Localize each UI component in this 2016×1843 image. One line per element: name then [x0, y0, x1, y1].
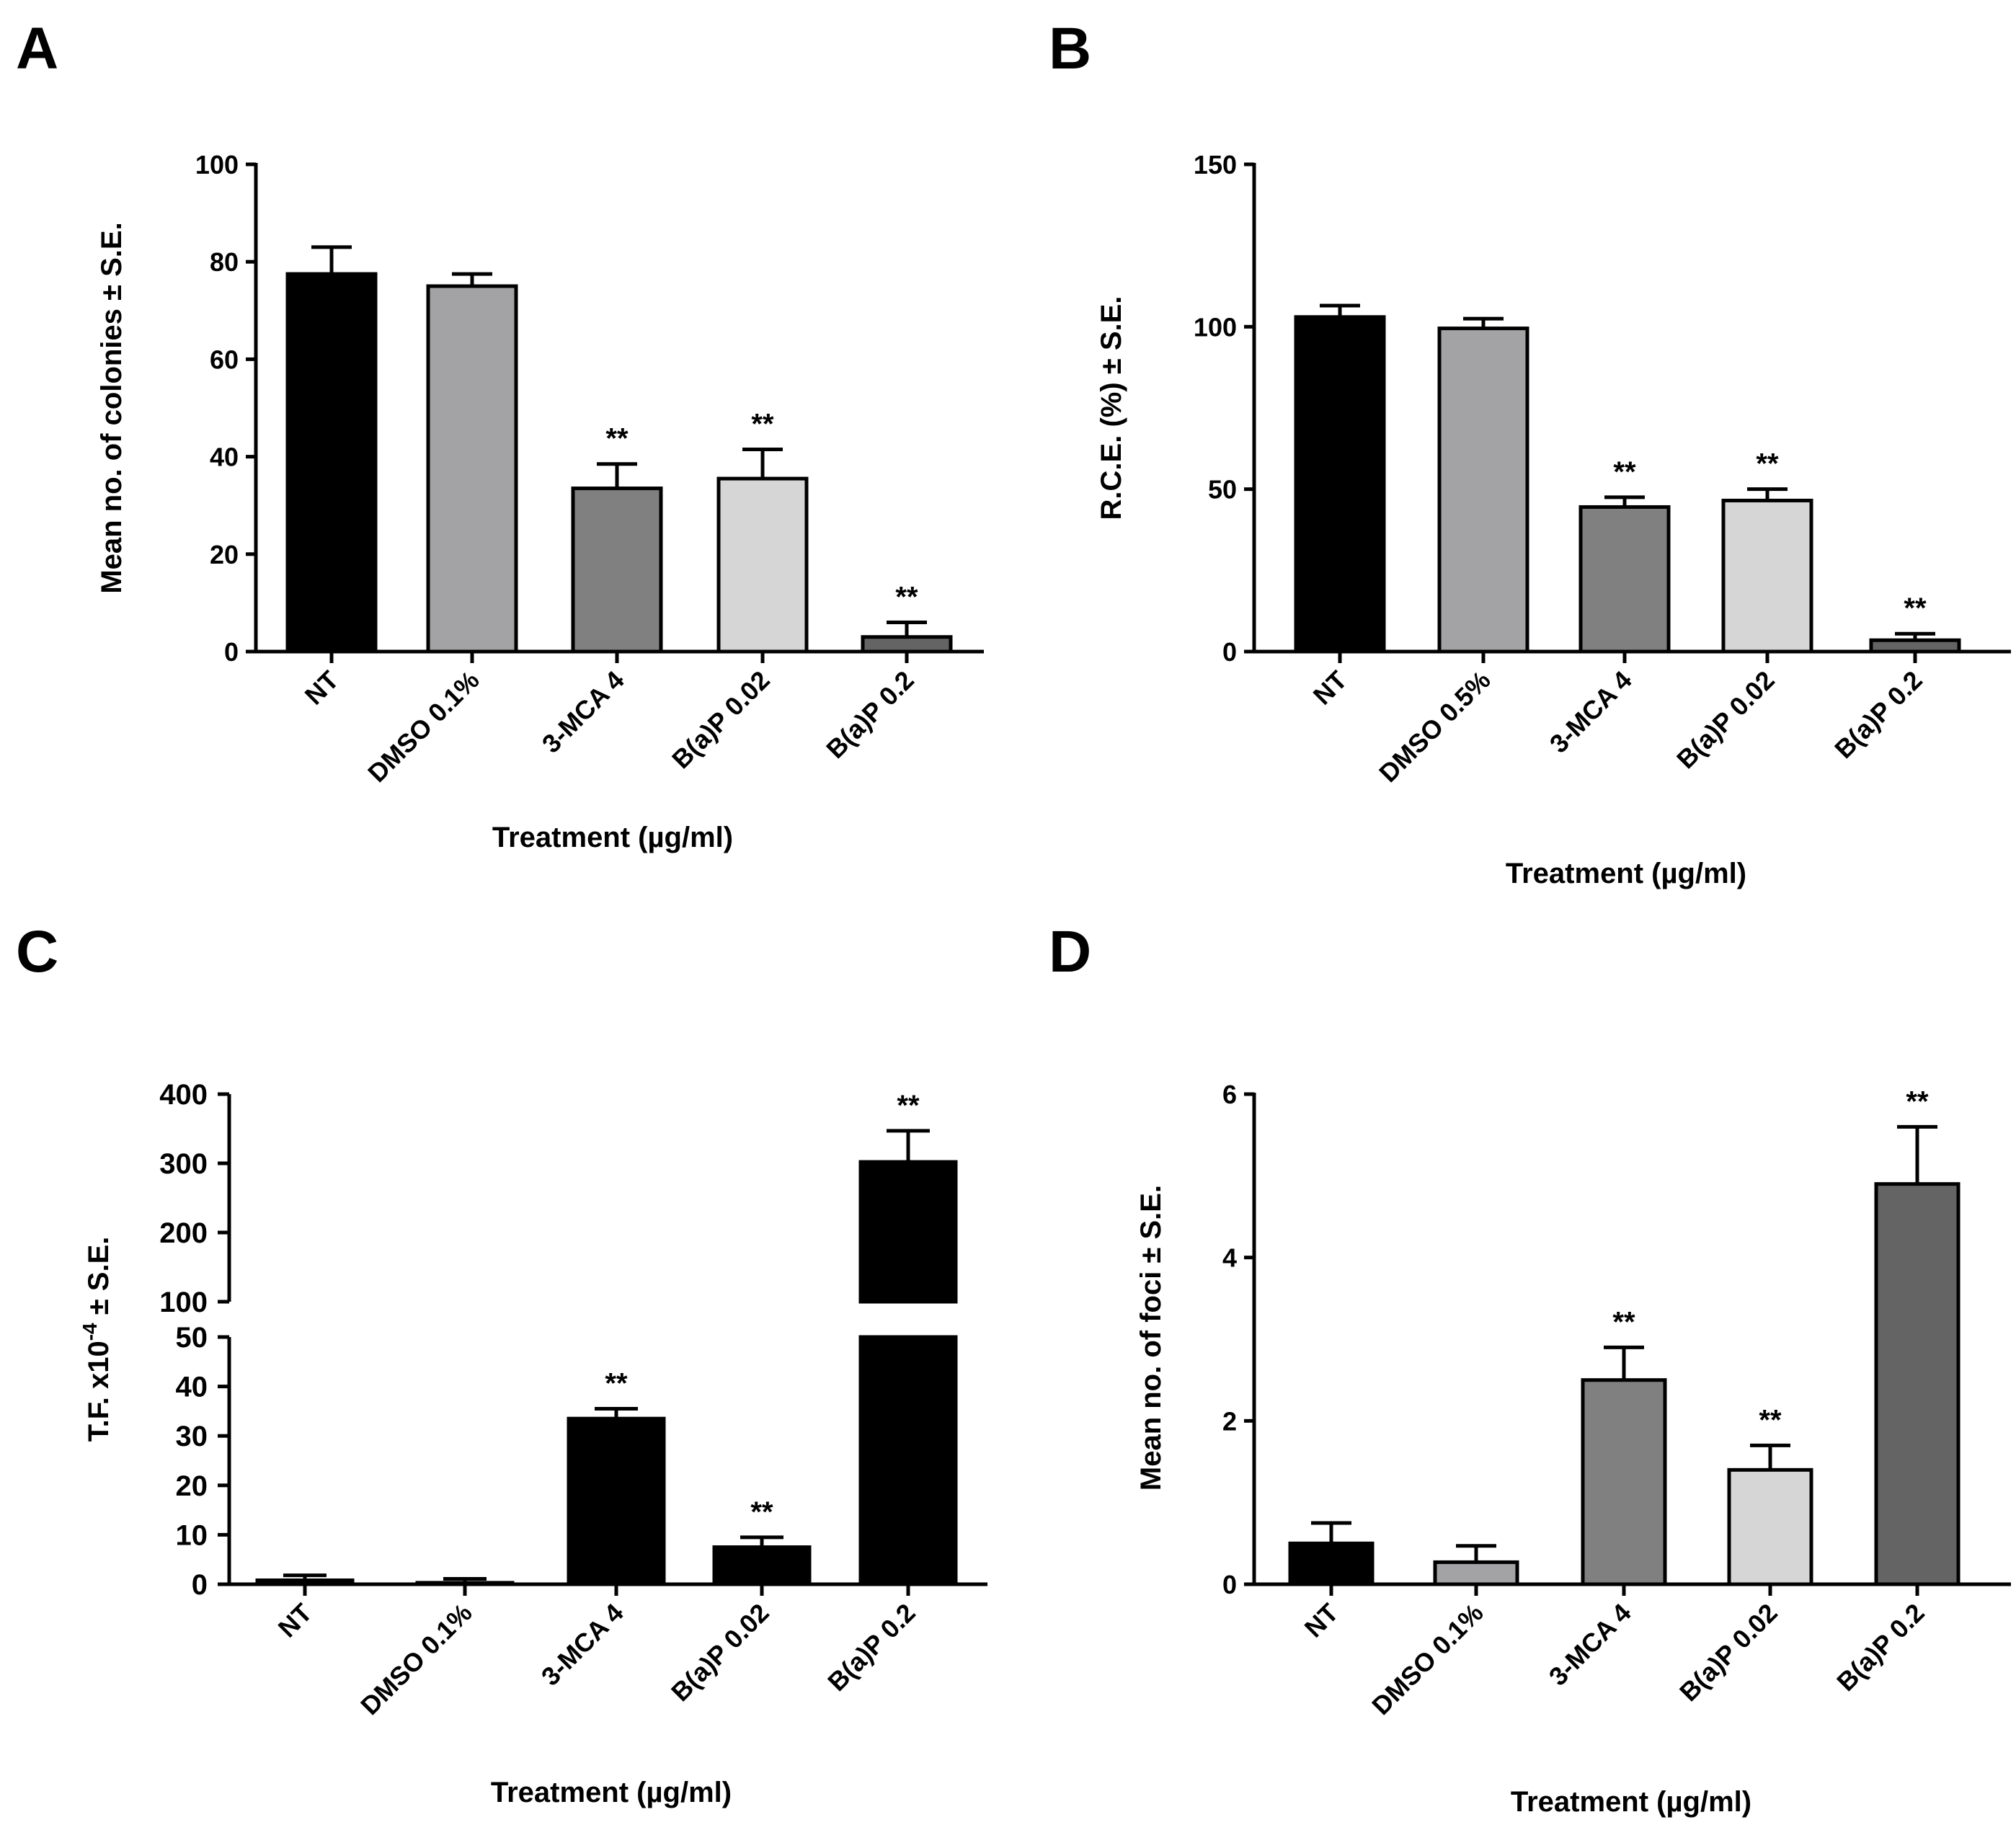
chart-c-bar-b-a-p-0-2-upper-segment [858, 1160, 958, 1304]
chart-c-y-tick-label: 400 [159, 1079, 208, 1111]
chart-c-y-tick-label: 20 [176, 1470, 208, 1502]
chart-d-category-label: NT [1299, 1598, 1344, 1643]
chart-d-category-label: DMSO 0.1% [1366, 1598, 1488, 1720]
chart-a-y-axis-title: Mean no. of colonies ± S.E. [96, 222, 128, 593]
chart-d-bar-b-a-p-0-02 [1727, 1467, 1813, 1586]
chart-c-y-tick-label: 200 [159, 1217, 208, 1249]
chart-b-significance-marker: ** [1756, 448, 1779, 480]
chart-c-significance-marker: ** [605, 1367, 628, 1399]
chart-a-y-tick-label: 60 [210, 345, 239, 374]
chart-d-bar-b-a-p-0-2 [1874, 1182, 1961, 1586]
panel-letter-a: A [16, 16, 58, 81]
chart-c-bar-dmso-0-1 [415, 1581, 515, 1586]
chart-b-bar-b-a-p-0-2 [1869, 638, 1961, 654]
chart-a-y-tick-label: 20 [210, 540, 239, 569]
chart-b-category-label: B(a)P 0.2 [1829, 665, 1927, 764]
chart-a-category-label: NT [299, 665, 345, 711]
chart-b-bar-dmso-0-5 [1437, 327, 1529, 654]
panel-letter-d: D [1049, 919, 1091, 985]
chart-b-bar-nt [1294, 315, 1386, 654]
chart-c-y-tick-label: 300 [159, 1148, 208, 1180]
chart-c-y-tick-label: 10 [176, 1519, 208, 1551]
chart-c-y-tick-label: 30 [176, 1421, 208, 1452]
chart-a-bar-3-mca-4 [571, 487, 663, 654]
chart-c-bar-b-a-p-0-02 [712, 1545, 812, 1586]
chart-c-bar-nt [255, 1578, 355, 1586]
chart-d-category-label: B(a)P 0.02 [1674, 1598, 1783, 1707]
chart-a-category-label: DMSO 0.1% [362, 665, 484, 788]
chart-panel-b: 0 50 100 150 NT DMSO 0.5% ** 3-MCA 4 ** B(a)P 0.0… [1096, 150, 2011, 889]
chart-d-y-tick-label: 6 [1222, 1080, 1237, 1109]
chart-a-bar-nt [285, 272, 378, 654]
chart-c-y-tick-label: 40 [176, 1372, 208, 1403]
chart-b-y-tick-label: 100 [1194, 312, 1237, 342]
chart-b-y-tick-label: 50 [1208, 475, 1237, 505]
chart-c-category-label: B(a)P 0.2 [822, 1598, 920, 1697]
chart-c-y-axis-title-prefix: T.F. x10 [83, 1341, 115, 1442]
chart-a-y-tick-label: 40 [210, 443, 239, 472]
panel-letter-b: B [1049, 16, 1091, 81]
chart-d-significance-marker: ** [1612, 1306, 1635, 1338]
chart-a-bar-dmso-0-1 [426, 284, 518, 654]
chart-b-bar-b-a-p-0-02 [1721, 498, 1813, 654]
chart-b-significance-marker: ** [1904, 592, 1927, 624]
chart-b-category-label: 3-MCA 4 [1544, 665, 1638, 759]
chart-a-category-label: 3-MCA 4 [536, 665, 630, 759]
chart-d-significance-marker: ** [1759, 1404, 1782, 1436]
chart-d-y-tick-label: 2 [1222, 1406, 1237, 1436]
chart-d-bar-3-mca-4 [1581, 1378, 1667, 1586]
chart-d-x-axis-title: Treatment (µg/ml) [1511, 1786, 1751, 1818]
chart-b-significance-marker: ** [1613, 456, 1636, 488]
chart-a-bar-b-a-p-0-2 [861, 635, 953, 654]
chart-c-category-label: NT [272, 1598, 318, 1643]
chart-a-y-tick-label: 0 [224, 637, 239, 667]
chart-b-category-label: NT [1307, 665, 1353, 711]
chart-c-y-axis-title: T.F. x10-4 ± S.E. [79, 1237, 115, 1442]
chart-c-category-label: 3-MCA 4 [536, 1598, 629, 1692]
chart-b-bar-3-mca-4 [1578, 505, 1671, 654]
chart-b-y-axis-title: R.C.E. (%) ± S.E. [1096, 296, 1127, 520]
chart-c-y-axis-title-suffix: ± S.E. [83, 1237, 115, 1323]
chart-c-significance-marker: ** [897, 1090, 920, 1122]
chart-c-y-tick-label: 50 [176, 1322, 208, 1354]
chart-c-category-label: B(a)P 0.02 [665, 1598, 775, 1707]
chart-b-x-axis-title: Treatment (µg/ml) [1506, 858, 1746, 889]
chart-c-x-axis-title: Treatment (µg/ml) [491, 1777, 732, 1808]
chart-a-significance-marker: ** [751, 408, 774, 440]
chart-a-category-label: B(a)P 0.2 [820, 665, 919, 764]
chart-panel-c: 0 10 20 30 40 50 100 200 300 400 NT DMSO 0.1% ** 3-MC… [79, 1079, 987, 1808]
chart-c-y-tick-label: 100 [159, 1287, 208, 1318]
chart-a-x-axis-title: Treatment (µg/ml) [492, 822, 733, 853]
chart-c-bar-3-mca-4 [567, 1416, 666, 1586]
chart-d-bar-nt [1288, 1541, 1375, 1586]
chart-b-y-tick-label: 0 [1222, 637, 1237, 667]
chart-a-category-label: B(a)P 0.02 [666, 665, 776, 775]
chart-d-y-tick-label: 0 [1222, 1570, 1237, 1599]
chart-c-y-tick-label: 0 [192, 1569, 208, 1601]
chart-a-y-tick-label: 100 [195, 150, 239, 179]
chart-c-y-axis-title-exponent: -4 [79, 1323, 101, 1341]
chart-c-category-label: DMSO 0.1% [355, 1598, 477, 1720]
chart-panel-a: 0 20 40 60 80 100 NT DMSO 0.1% ** 3-MCA 4 ** B(a)P … [96, 150, 984, 853]
chart-c-significance-marker: ** [750, 1496, 773, 1528]
chart-d-bar-dmso-0-1 [1433, 1560, 1519, 1586]
chart-b-y-tick-label: 150 [1194, 150, 1237, 179]
chart-a-y-tick-label: 80 [210, 247, 239, 277]
chart-b-category-label: B(a)P 0.02 [1671, 665, 1780, 775]
chart-d-category-label: B(a)P 0.2 [1831, 1598, 1930, 1697]
chart-d-y-tick-label: 4 [1222, 1243, 1237, 1273]
chart-c-bar-b-a-p-0-2-lower-segment [858, 1335, 958, 1586]
chart-b-category-label: DMSO 0.5% [1373, 665, 1496, 788]
chart-a-significance-marker: ** [895, 581, 918, 613]
chart-d-y-axis-title: Mean no. of foci ± S.E. [1135, 1185, 1167, 1491]
chart-d-significance-marker: ** [1906, 1085, 1929, 1117]
panel-letter-c: C [16, 919, 58, 985]
chart-a-significance-marker: ** [605, 423, 629, 455]
chart-a-bar-b-a-p-0-02 [716, 476, 809, 654]
chart-d-category-label: 3-MCA 4 [1543, 1598, 1637, 1692]
chart-panel-d: 0 2 4 6 NT DMSO 0.1% ** 3-MCA 4 ** B(a)P 0.02 ** B(… [1135, 1080, 2011, 1818]
